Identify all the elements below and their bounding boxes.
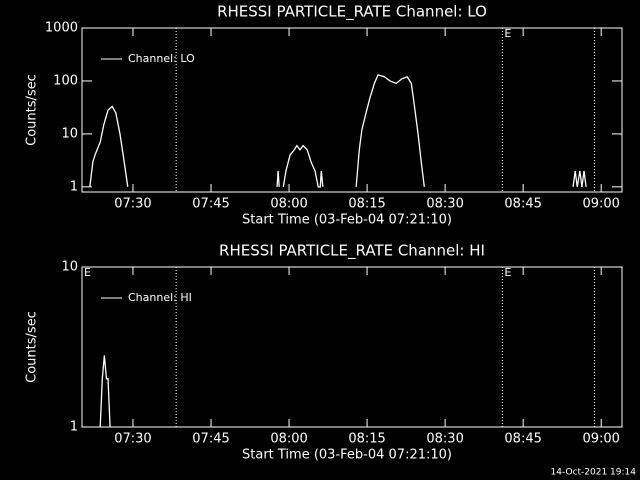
x-tick-label: 07:45	[192, 432, 229, 447]
footer: 14-Oct-2021 19:14	[551, 468, 637, 478]
data-line	[89, 74, 587, 188]
x-tick-label: 07:30	[114, 197, 151, 212]
annotation: E	[504, 27, 511, 40]
x-tick-label: 09:00	[582, 197, 619, 212]
x-tick-label: 08:45	[504, 197, 541, 212]
y-tick-label: 10	[61, 126, 78, 141]
y-tick-label: 10	[61, 260, 78, 275]
y-tick-label: 1000	[45, 21, 78, 36]
plot-frame	[81, 27, 623, 193]
plot-frame	[81, 266, 623, 428]
x-axis-label: Start Time (03-Feb-04 07:21:10)	[242, 213, 452, 228]
legend-label: Channel: HI	[128, 291, 192, 304]
x-tick-label: 07:30	[114, 432, 151, 447]
x-tick-label: 08:15	[348, 432, 385, 447]
chart-title: RHESSI PARTICLE_RATE Channel: HI	[219, 242, 485, 261]
data-line	[99, 355, 111, 428]
x-tick-label: 09:00	[582, 432, 619, 447]
x-tick-label: 08:00	[270, 197, 307, 212]
annotation: E	[504, 266, 511, 279]
y-tick-label: 100	[53, 73, 78, 88]
y-tick-label: 1	[70, 420, 78, 435]
x-tick-label: 08:30	[426, 197, 463, 212]
legend-label: Channel: LO	[128, 52, 195, 65]
x-tick-label: 08:00	[270, 432, 307, 447]
chart-title: RHESSI PARTICLE_RATE Channel: LO	[217, 3, 487, 22]
x-tick-label: 08:15	[348, 197, 385, 212]
x-tick-label: 07:45	[192, 197, 229, 212]
y-axis-label: Counts/sec	[25, 311, 40, 383]
x-tick-label: 08:30	[426, 432, 463, 447]
x-tick-label: 08:45	[504, 432, 541, 447]
y-axis-label: Counts/sec	[25, 74, 40, 146]
annotation: E	[84, 266, 91, 279]
x-axis-label: Start Time (03-Feb-04 07:21:10)	[242, 448, 452, 463]
y-tick-label: 1	[70, 179, 78, 194]
